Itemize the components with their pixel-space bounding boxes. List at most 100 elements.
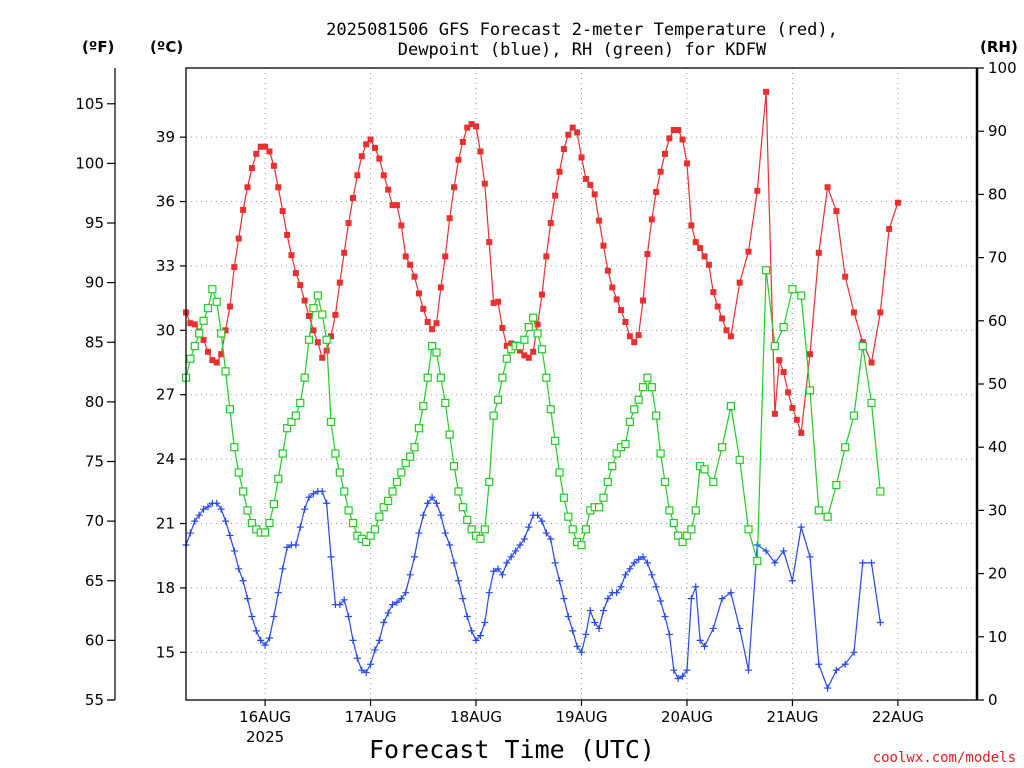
temperature-point (780, 369, 787, 376)
rh-point (643, 373, 652, 382)
rh-point (463, 515, 472, 524)
dewpoint-point (512, 547, 520, 555)
rh-tick-label: 60 (988, 312, 1007, 330)
dewpoint-point (204, 503, 212, 511)
rh-point (436, 373, 445, 382)
dewpoint-point (265, 634, 273, 642)
temperature-point (534, 321, 541, 328)
dewpoint-point (556, 577, 564, 585)
rh-point (832, 481, 841, 490)
temperature-point (398, 222, 405, 229)
rh-point (335, 468, 344, 477)
temperature-point (468, 121, 475, 128)
rh-point (410, 443, 419, 452)
dewpoint-point (200, 505, 208, 513)
dewpoint-point (362, 669, 370, 677)
fahrenheit-tick-label: 60 (85, 631, 104, 649)
dewpoint-point (459, 595, 467, 603)
rh-point (735, 455, 744, 464)
rh-point (612, 449, 621, 458)
temperature-point (240, 206, 247, 213)
dewpoint-point (230, 547, 238, 555)
dewpoint-point (454, 577, 462, 585)
temperature-point (341, 249, 348, 256)
temperature-point (262, 143, 269, 150)
fahrenheit-tick-label: 100 (75, 154, 104, 172)
rh-point (278, 449, 287, 458)
temperature-point (727, 333, 734, 340)
rh-point (876, 487, 885, 496)
rh-point (559, 493, 569, 502)
rh-point (217, 329, 226, 338)
temperature-point (231, 264, 238, 271)
series-layer (181, 88, 901, 692)
dewpoint-point (301, 505, 309, 513)
rh-point (529, 313, 538, 322)
rh-point (406, 452, 415, 461)
dewpoint-point (406, 571, 414, 579)
rh-point (753, 556, 762, 566)
celsius-ticks: 15 18 21 24 27 30 33 36 39 (156, 128, 186, 661)
dewpoint-point (494, 565, 502, 573)
rh-point (691, 506, 700, 515)
temperature-point (679, 136, 686, 143)
rh-point (401, 458, 410, 468)
rh-point (849, 411, 859, 420)
rh-point (485, 477, 494, 487)
x-tick-label: 17AUG (345, 708, 397, 726)
rh-point (287, 417, 296, 427)
temperature-point (222, 327, 229, 334)
dewpoint-point (191, 517, 199, 525)
rh-point (441, 398, 450, 408)
temperature-point (332, 311, 339, 318)
rh-point (397, 468, 406, 477)
rh-point (682, 531, 692, 540)
dewpoint-point (248, 613, 256, 621)
dewpoint-point (485, 589, 493, 597)
dewpoint-point (599, 607, 607, 615)
temperature-point (306, 313, 313, 320)
dewpoint-point (463, 613, 471, 621)
temperature-point (719, 315, 726, 322)
fahrenheit-tick-label: 70 (85, 512, 104, 530)
dewpoint-point (371, 646, 379, 654)
chart-title-line-2: Dewpoint (blue), RH (green) for KDFW (398, 40, 767, 60)
dewpoint-point (560, 595, 568, 603)
rh-point (454, 487, 463, 496)
temperature-point (635, 332, 642, 339)
dewpoint-point (327, 553, 335, 561)
dewpoint-point (696, 636, 704, 644)
rh-point (625, 417, 634, 427)
rh-point (634, 395, 643, 404)
dewpoint-point (525, 523, 533, 531)
temperature-point (833, 208, 840, 215)
temperature-point (648, 216, 655, 223)
temperature-point (705, 261, 712, 268)
temperature-point (389, 202, 396, 209)
rh-point (392, 477, 402, 487)
rh-tick-label: 90 (988, 122, 1007, 140)
fahrenheit-tick-label: 55 (85, 691, 104, 709)
dewpoint-point (652, 583, 660, 591)
dewpoint-point (797, 523, 805, 531)
temperature-point (697, 245, 704, 252)
rh-point (379, 503, 388, 512)
temperature-point (411, 273, 418, 280)
dewpoint-point (806, 553, 814, 561)
temperature-point (433, 320, 440, 327)
dewpoint-point (296, 523, 304, 531)
dewpoint-point (490, 567, 498, 575)
temperature-point (226, 303, 233, 310)
rh-point (366, 531, 375, 540)
dewpoint-point (582, 630, 590, 638)
rh-point (630, 405, 639, 414)
rh-point (269, 499, 278, 509)
temperature-point (191, 321, 198, 328)
temperature-point (270, 162, 277, 169)
temperature-point (609, 284, 616, 291)
dewpoint-point (595, 624, 603, 632)
dewpoint-point (547, 535, 555, 543)
temperature-point (477, 148, 484, 155)
temperature-point (657, 168, 664, 175)
rh-point (823, 512, 832, 521)
